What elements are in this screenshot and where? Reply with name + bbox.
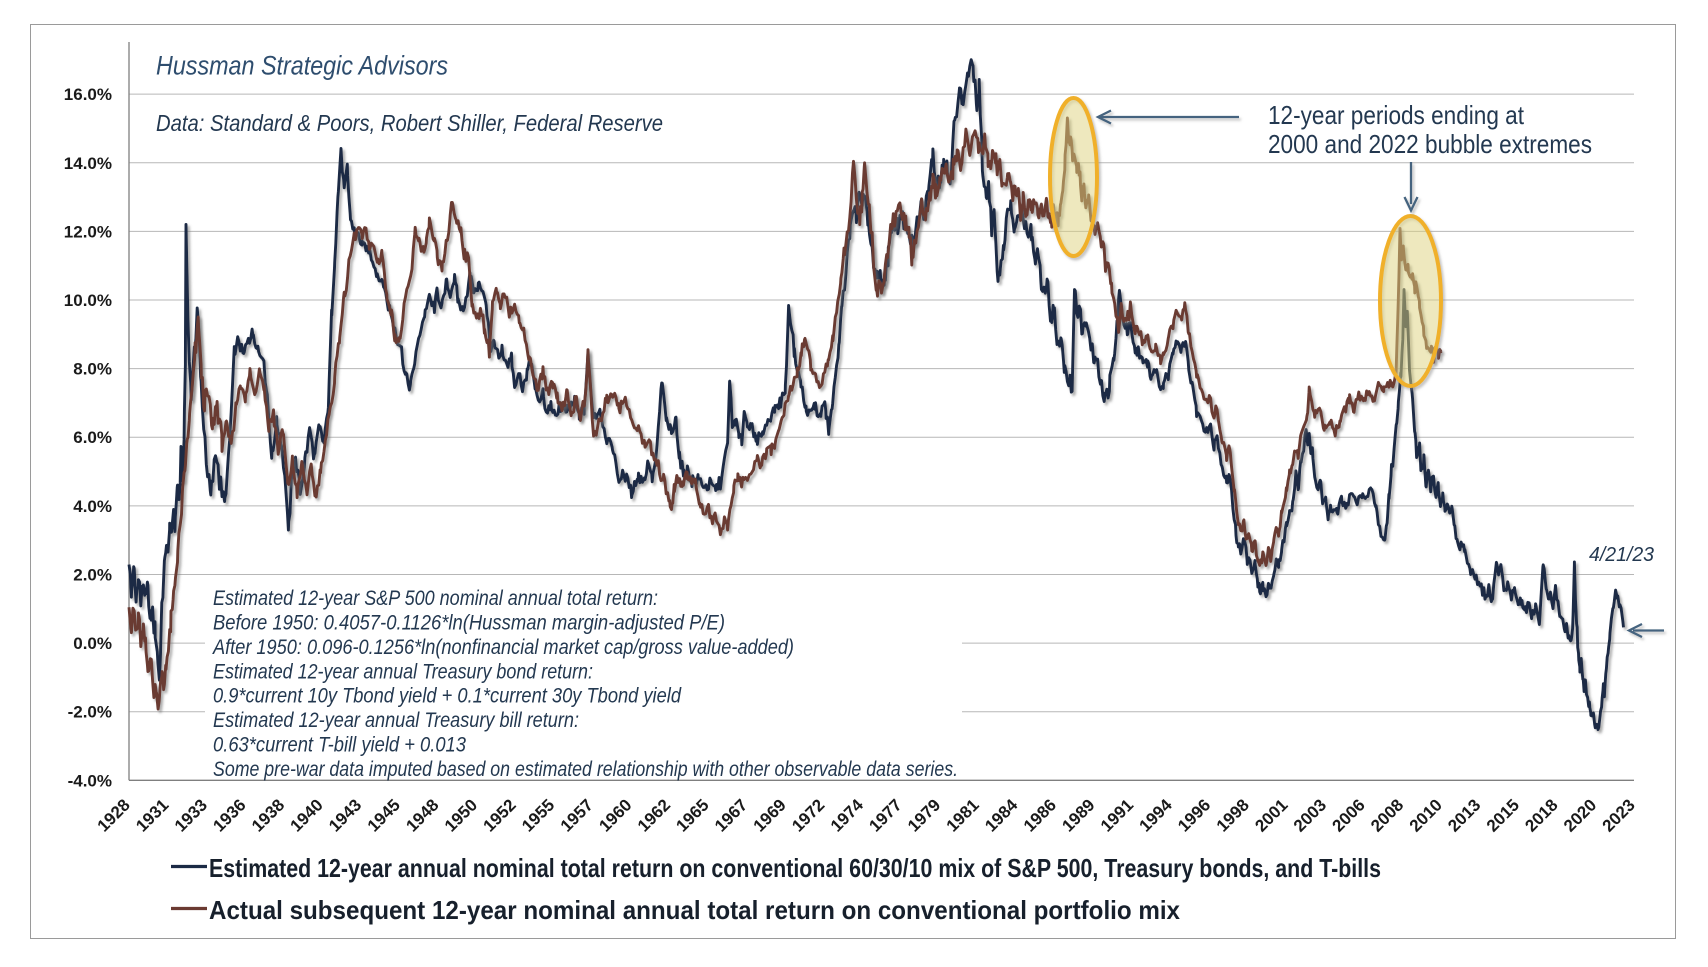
- svg-text:-4.0%: -4.0%: [68, 771, 112, 790]
- svg-text:0.63*current T-bill yield + 0.: 0.63*current T-bill yield + 0.013: [213, 734, 466, 757]
- svg-text:12-year periods ending at: 12-year periods ending at: [1268, 100, 1525, 130]
- svg-text:8.0%: 8.0%: [73, 360, 112, 379]
- svg-text:4/21/23: 4/21/23: [1589, 544, 1654, 566]
- svg-text:Hussman Strategic Advisors: Hussman Strategic Advisors: [156, 51, 448, 81]
- svg-text:16.0%: 16.0%: [64, 85, 112, 104]
- svg-text:4.0%: 4.0%: [73, 497, 112, 516]
- svg-text:After 1950: 0.096-0.1256*ln(no: After 1950: 0.096-0.1256*ln(nonfinancial…: [211, 636, 794, 659]
- svg-text:14.0%: 14.0%: [64, 154, 112, 173]
- svg-text:Some pre-war data imputed base: Some pre-war data imputed based on estim…: [213, 758, 958, 781]
- svg-text:Estimated 12-year annual nomin: Estimated 12-year annual nominal total r…: [209, 853, 1381, 883]
- svg-text:2.0%: 2.0%: [73, 566, 112, 585]
- svg-text:Data: Standard & Poors, Robert: Data: Standard & Poors, Robert Shiller, …: [156, 110, 663, 136]
- svg-text:0.9*current 10y Tbond yield +: 0.9*current 10y Tbond yield + 0.1*curren…: [213, 685, 682, 708]
- svg-text:-2.0%: -2.0%: [68, 703, 112, 722]
- svg-text:10.0%: 10.0%: [64, 291, 112, 310]
- svg-text:Estimated 12-year annual Treas: Estimated 12-year annual Treasury bill r…: [213, 709, 579, 732]
- svg-text:Estimated 12-year annual Treas: Estimated 12-year annual Treasury bond r…: [213, 660, 593, 683]
- svg-text:Estimated 12-year S&P 500 nomi: Estimated 12-year S&P 500 nominal annual…: [213, 587, 658, 610]
- svg-text:12.0%: 12.0%: [64, 222, 112, 241]
- svg-text:2000 and 2022 bubble extremes: 2000 and 2022 bubble extremes: [1268, 129, 1592, 159]
- svg-text:Before 1950: 0.4057-0.1126*ln(: Before 1950: 0.4057-0.1126*ln(Hussman ma…: [213, 611, 725, 634]
- svg-text:0.0%: 0.0%: [73, 634, 112, 653]
- svg-text:6.0%: 6.0%: [73, 428, 112, 447]
- svg-text:Actual subsequent 12-year nomi: Actual subsequent 12-year nominal annual…: [209, 895, 1181, 925]
